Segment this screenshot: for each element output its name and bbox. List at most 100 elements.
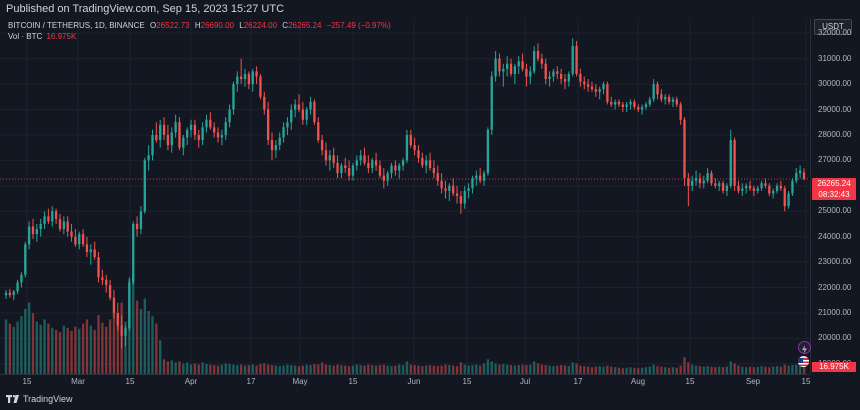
candle	[74, 229, 77, 247]
candle-body	[428, 160, 432, 169]
candle	[197, 129, 200, 148]
candle-body	[756, 188, 759, 191]
volume-bar	[575, 363, 578, 374]
time-axis-label: 15	[685, 377, 695, 386]
candle-body	[243, 73, 247, 80]
candle-body	[54, 211, 58, 219]
volume-bar	[197, 364, 200, 374]
candle-body	[355, 160, 358, 166]
candle	[536, 43, 540, 62]
candle	[290, 104, 293, 130]
volume-bar	[236, 365, 239, 374]
time-axis[interactable]: 15 Mar 15 Apr 17 May 15 Jun 15 Jul 17 Aug 15 Sep 15	[0, 374, 810, 389]
volume-bar	[290, 365, 293, 374]
volume-bar	[301, 365, 304, 374]
candle	[610, 96, 613, 107]
candle-body	[328, 155, 331, 161]
candle-body	[660, 94, 663, 100]
candle	[606, 81, 609, 105]
candle-body	[197, 134, 200, 141]
candle	[479, 168, 482, 184]
candle	[498, 53, 501, 77]
candle	[629, 99, 632, 110]
candle	[455, 185, 459, 204]
volume-bar	[606, 365, 609, 374]
candle-body	[282, 127, 285, 138]
candle	[355, 155, 358, 171]
candle-body	[401, 160, 405, 166]
volume-bar	[147, 311, 150, 374]
open-value: 26522.73	[156, 21, 190, 30]
published-text: Published on TradingView.com, Sep 15, 20…	[6, 3, 285, 15]
volume-bar	[536, 363, 540, 374]
candle-body	[159, 124, 162, 141]
candle	[251, 68, 254, 92]
currency-button[interactable]: USDT	[814, 19, 852, 35]
volume-bar	[640, 367, 644, 374]
volume-bar	[409, 364, 412, 374]
volume-bar	[475, 364, 478, 374]
candle	[745, 183, 748, 194]
candle-body	[70, 231, 73, 237]
candle	[101, 269, 104, 285]
volume-bar	[274, 365, 278, 374]
candle-body	[182, 137, 185, 148]
candle-body	[710, 173, 713, 184]
candle-body	[363, 155, 366, 163]
candle	[58, 213, 62, 232]
candle	[764, 178, 767, 189]
time-axis-label: 17	[246, 377, 256, 386]
volume-bar	[721, 367, 725, 374]
volume-bar	[455, 366, 459, 374]
volume-bar	[371, 365, 374, 374]
volume-bar	[637, 368, 640, 374]
close-value: 26265.24	[288, 21, 322, 30]
flag-icon[interactable]	[798, 356, 809, 367]
candle	[486, 127, 490, 176]
candle	[259, 73, 262, 100]
volume-bar	[270, 365, 274, 374]
candle-body	[58, 218, 62, 230]
candle	[340, 162, 343, 179]
tradingview-logo[interactable]: TradingView	[6, 394, 73, 404]
volume-bar	[367, 364, 370, 374]
volume-bar	[54, 329, 58, 374]
candle	[81, 229, 85, 247]
volume-bar	[166, 361, 170, 374]
volume-bar	[444, 364, 447, 374]
price-chart[interactable]	[0, 18, 810, 374]
candle	[394, 160, 397, 176]
volume-bar	[209, 364, 212, 374]
volume-bar	[201, 362, 204, 374]
candle	[105, 274, 108, 293]
candle-body	[471, 178, 474, 189]
lightning-icon[interactable]	[798, 341, 811, 354]
candle-body	[166, 134, 170, 146]
candle-body	[698, 178, 702, 184]
candle	[347, 160, 351, 181]
candle-body	[567, 73, 570, 82]
candle	[583, 76, 586, 90]
candle-body	[332, 155, 335, 163]
candle	[656, 81, 659, 100]
candle-body	[89, 249, 92, 252]
volume-bar	[135, 300, 139, 374]
candle	[286, 117, 289, 135]
candle-body	[540, 58, 544, 64]
volume-bar	[93, 329, 96, 374]
high-label: H	[194, 21, 201, 30]
symbol-legend: BITCOIN / TETHERUS, 1D, BINANCE O26522.7…	[8, 21, 391, 30]
candle-body	[768, 185, 771, 194]
volume-bar	[78, 328, 81, 374]
volume-bar	[62, 325, 65, 374]
candle-body	[490, 76, 493, 130]
candle-body	[448, 185, 451, 191]
candle	[563, 73, 567, 90]
candle	[85, 236, 89, 258]
candle-body	[498, 58, 501, 72]
candle-body	[201, 127, 204, 141]
candle-body	[452, 185, 455, 194]
volume-bar	[386, 365, 389, 374]
candle-body	[320, 140, 324, 151]
volume-bar	[482, 363, 486, 374]
